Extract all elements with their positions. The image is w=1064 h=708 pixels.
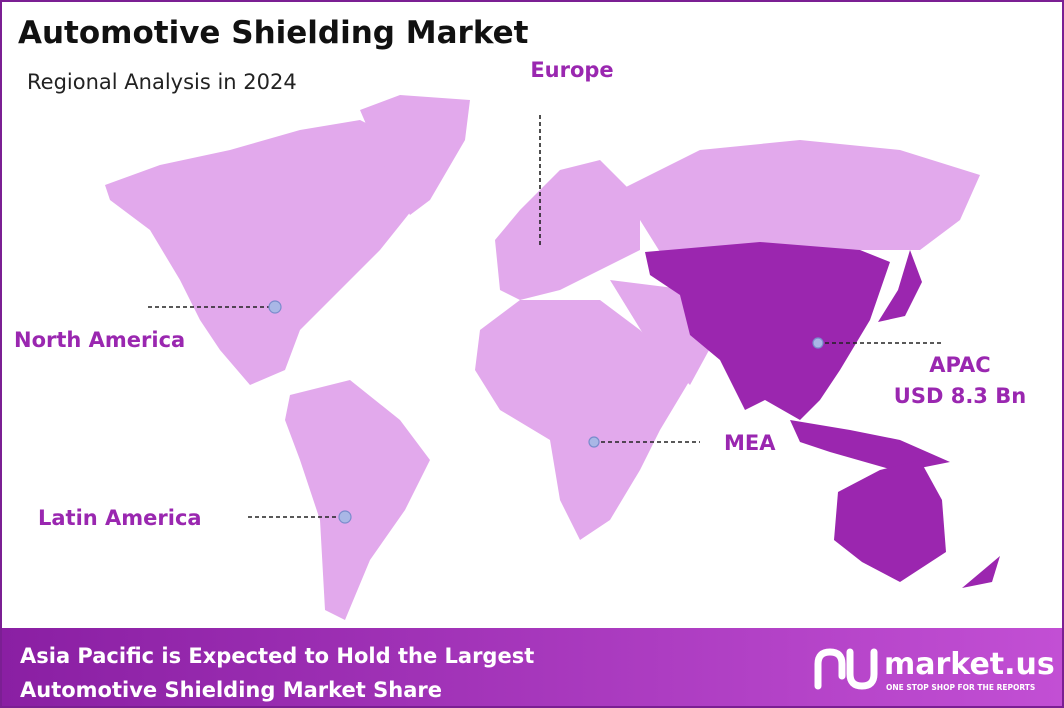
region-label: Latin America: [38, 506, 202, 530]
footer-text: Automotive Shielding Market Share: [20, 678, 442, 702]
leaders: [148, 115, 943, 524]
logo-tagline: ONE STOP SHOP FOR THE REPORTS: [886, 683, 1035, 692]
logo-name: market.us: [884, 647, 1055, 682]
footer-band: [2, 628, 1062, 706]
region-label: MEA: [724, 431, 776, 455]
world-map: [105, 95, 1000, 620]
region-label: North America: [14, 328, 185, 352]
region-value: USD 8.3 Bn: [894, 384, 1026, 408]
region-label: Europe: [530, 58, 613, 82]
region-label: APAC: [929, 353, 990, 377]
logo: market.us ONE STOP SHOP FOR THE REPORTS: [814, 647, 1055, 692]
subtitle: Regional Analysis in 2024: [27, 70, 297, 94]
title: Automotive Shielding Market: [18, 15, 529, 51]
footer-text: Asia Pacific is Expected to Hold the Lar…: [20, 644, 534, 668]
